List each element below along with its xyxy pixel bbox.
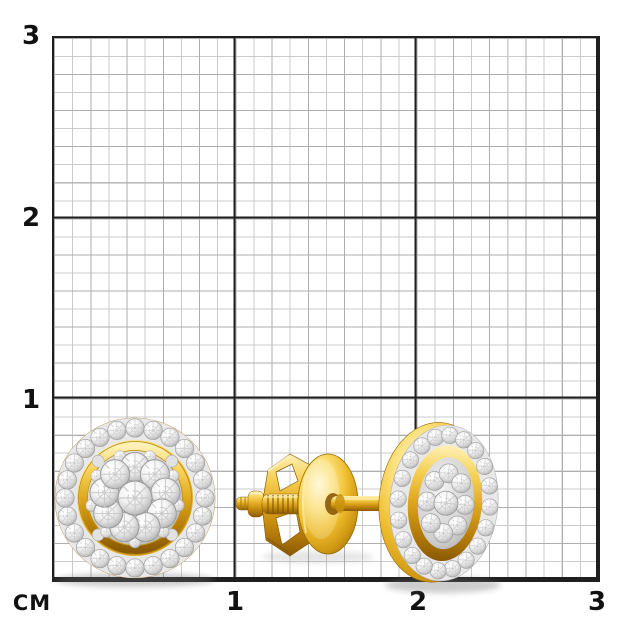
unit-label-cm: СМ: [12, 591, 52, 615]
x-axis-tick-1: 1: [225, 587, 245, 617]
left-earring-front-view: [54, 417, 216, 579]
right-earring-side-view: [235, 422, 500, 583]
screw-thread: [261, 493, 307, 515]
drop-shadows: [55, 551, 501, 593]
y-axis-tick-3: 3: [21, 21, 41, 51]
y-axis-tick-2: 2: [21, 203, 41, 233]
y-axis-tick-1: 1: [21, 385, 41, 415]
x-axis-tick-3: 3: [587, 587, 607, 617]
screw-post-tip: [235, 490, 265, 518]
x-axis-tick-2: 2: [408, 587, 428, 617]
right-earring-head: [378, 422, 500, 583]
